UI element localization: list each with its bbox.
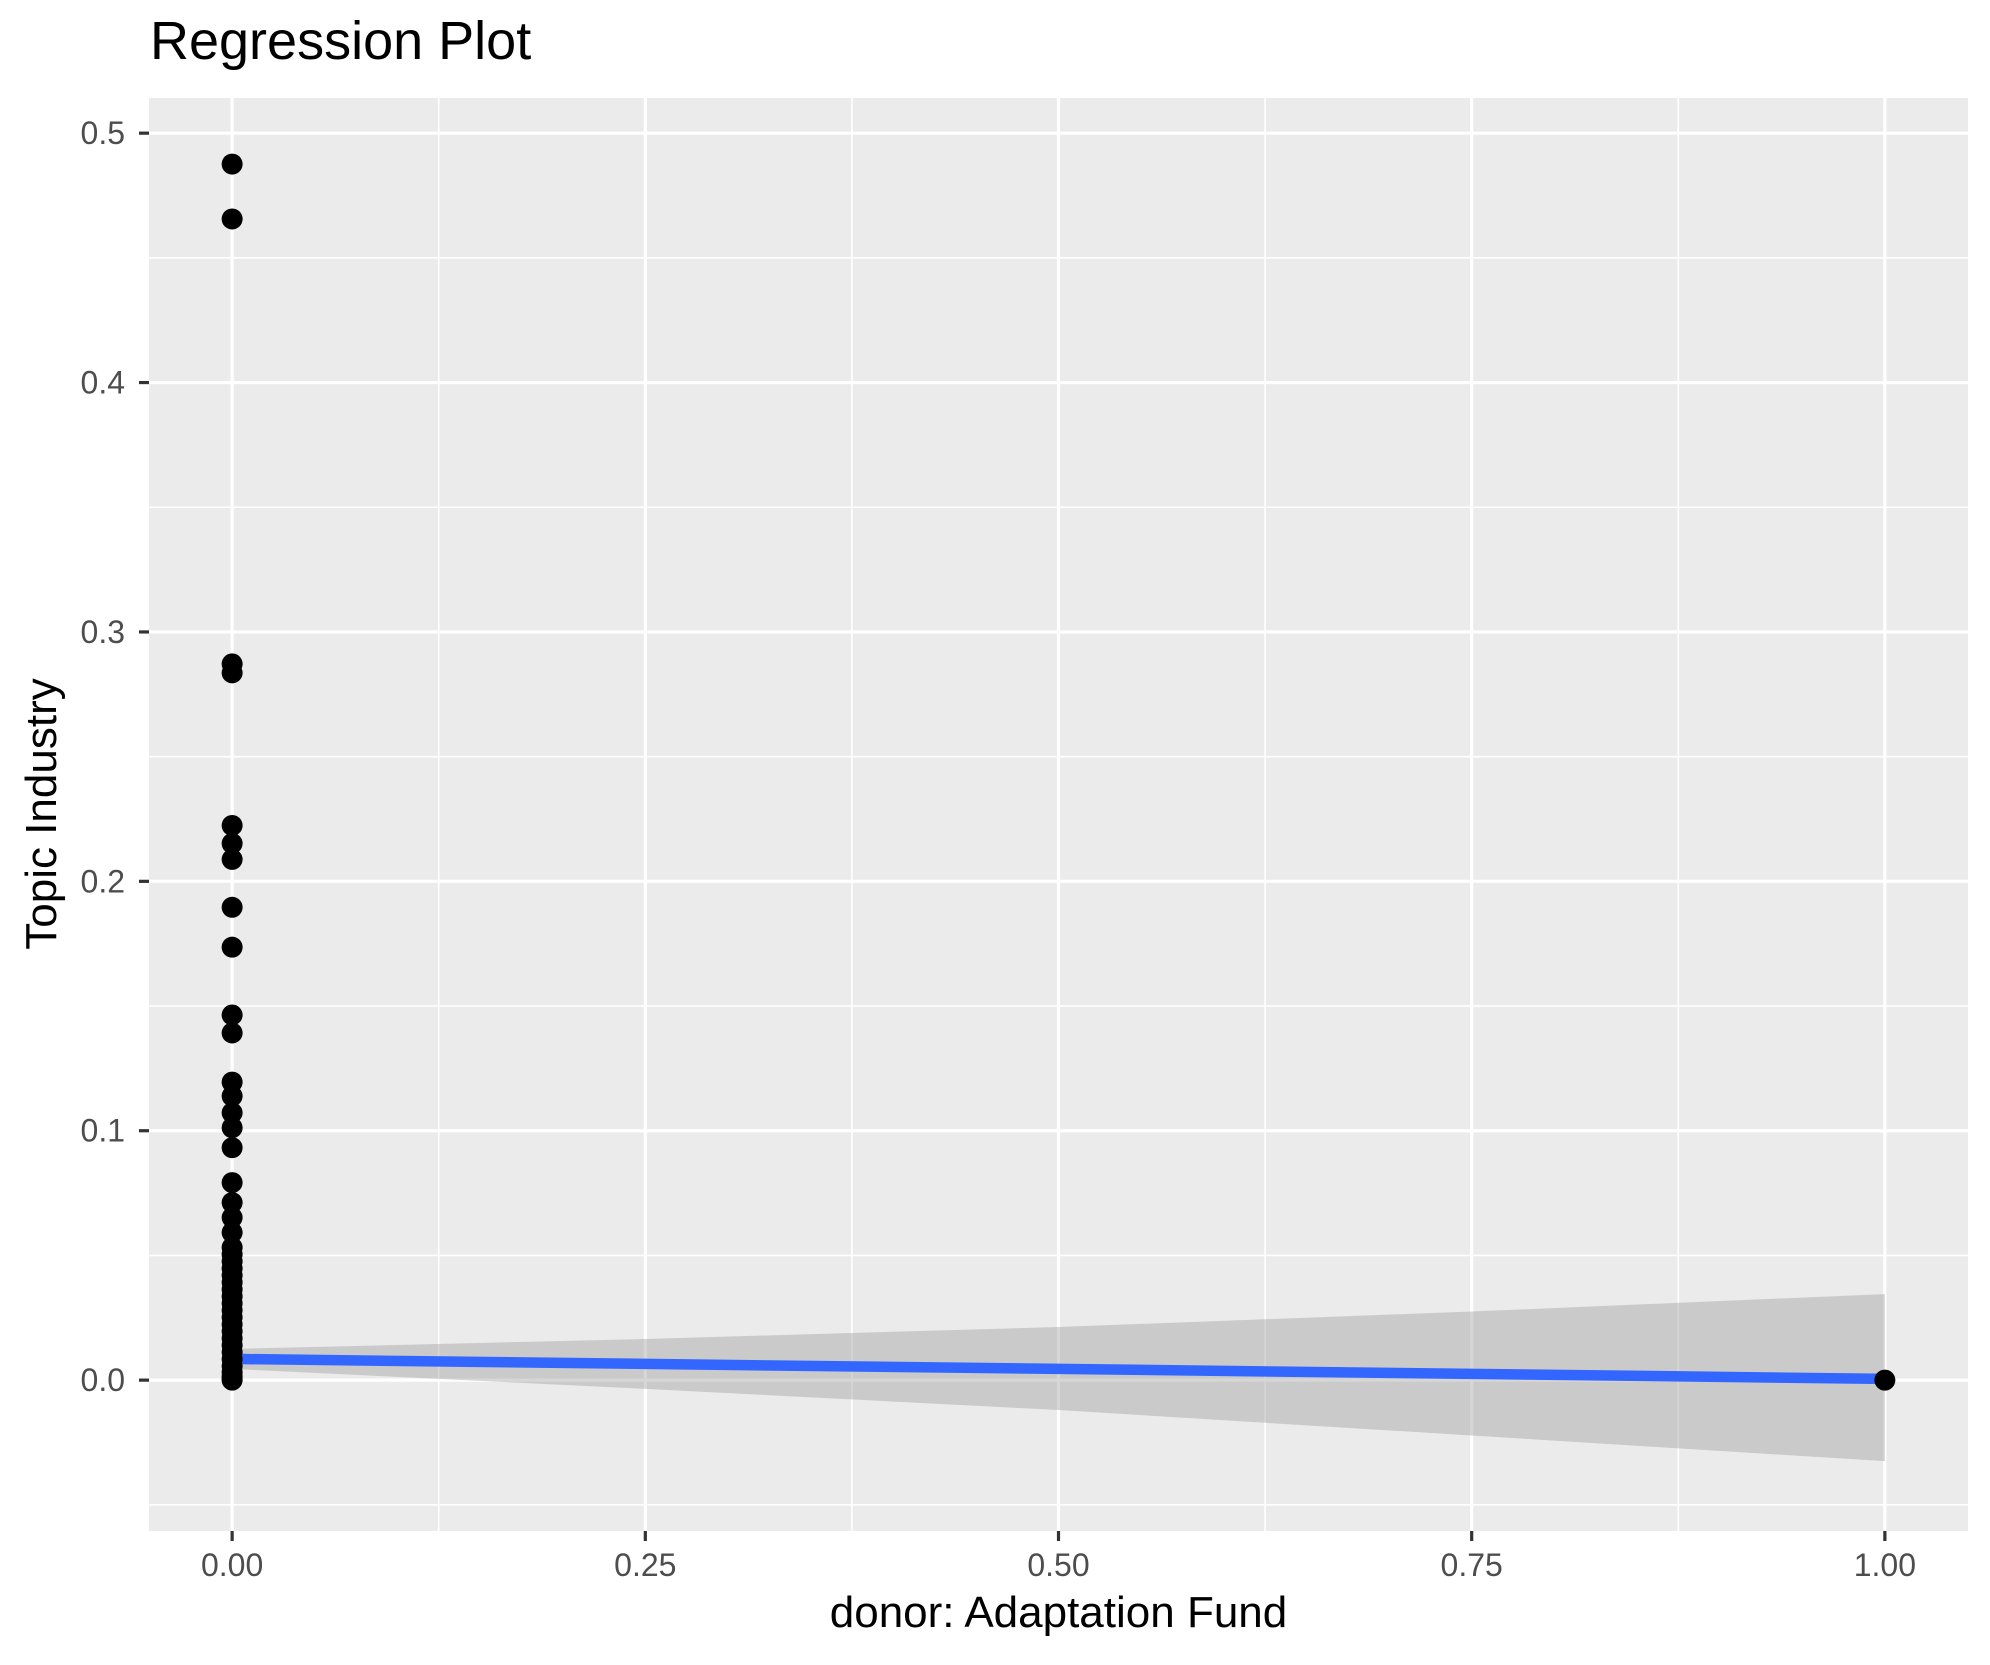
data-point (221, 848, 243, 870)
y-tick-label: 0.4 (81, 365, 125, 401)
data-point (221, 153, 243, 175)
y-tick-label: 0.5 (81, 115, 125, 151)
data-point (221, 1137, 243, 1159)
data-point (221, 208, 243, 230)
x-tick-label: 0.75 (1441, 1547, 1503, 1583)
y-tick-label: 0.1 (81, 1113, 125, 1149)
data-point (1874, 1369, 1896, 1391)
data-point (221, 1369, 243, 1391)
data-point (221, 832, 243, 854)
plot-title: Regression Plot (150, 11, 532, 71)
data-point (221, 1085, 243, 1107)
data-point (221, 1004, 243, 1026)
data-point (221, 1207, 243, 1229)
data-point (221, 1117, 243, 1139)
regression-line (226, 1353, 1891, 1385)
y-tick-label: 0.2 (81, 863, 125, 899)
data-point (221, 1192, 243, 1214)
data-point (221, 936, 243, 958)
data-point (221, 1022, 243, 1044)
data-point (221, 662, 243, 684)
data-point (221, 814, 243, 836)
y-tick-label: 0.3 (81, 614, 125, 650)
x-tick-label: 0.50 (1027, 1547, 1089, 1583)
data-point (221, 1221, 243, 1243)
data-point (221, 1102, 243, 1124)
x-axis-title: donor: Adaptation Fund (829, 1588, 1288, 1637)
data-point (221, 896, 243, 918)
y-axis-title: Topic Industry (17, 678, 66, 950)
x-tick-label: 1.00 (1854, 1547, 1916, 1583)
data-point (221, 1172, 243, 1194)
x-tick-label: 0.25 (614, 1547, 676, 1583)
y-tick-label: 0.0 (81, 1362, 125, 1398)
confidence-band (232, 1294, 1885, 1462)
x-tick-label: 0.00 (201, 1547, 263, 1583)
